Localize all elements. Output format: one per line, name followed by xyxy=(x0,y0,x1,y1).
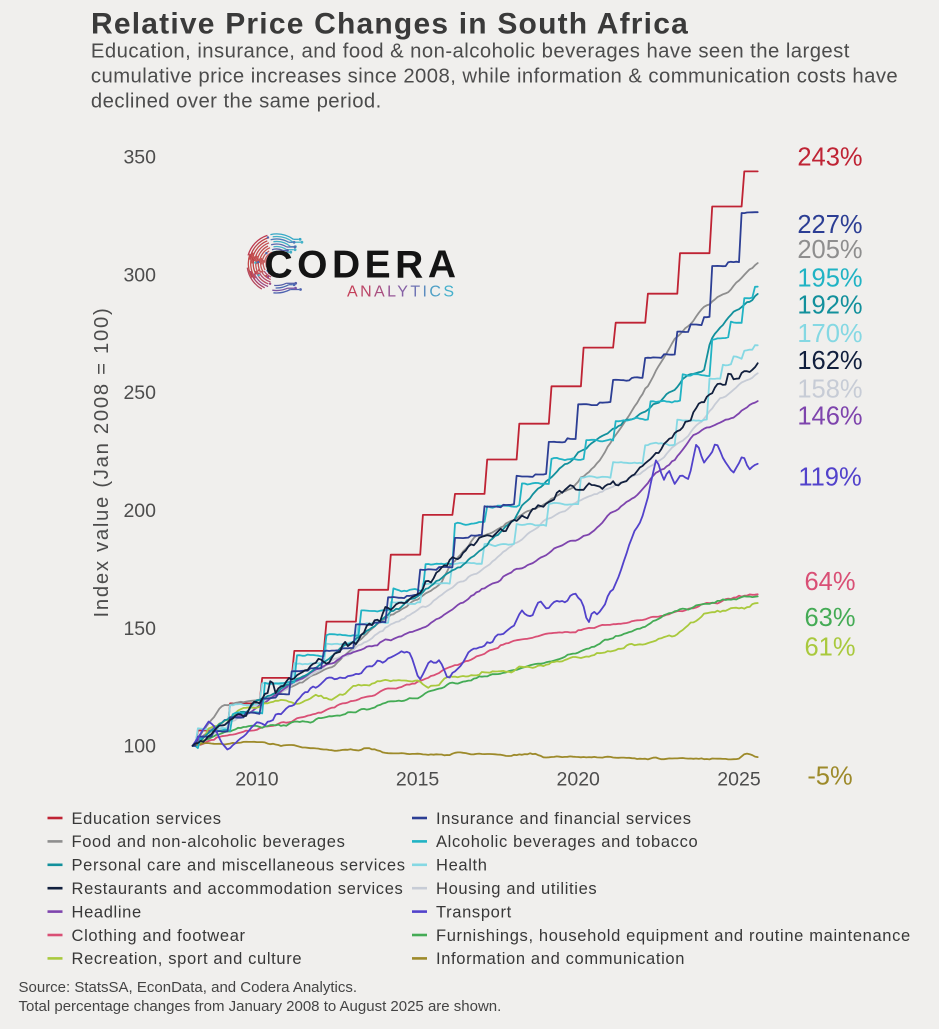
svg-text:100: 100 xyxy=(123,736,156,758)
svg-text:192%: 192% xyxy=(797,292,862,320)
svg-text:63%: 63% xyxy=(804,604,855,632)
svg-text:CODERA: CODERA xyxy=(265,244,461,287)
svg-text:Transport: Transport xyxy=(436,903,512,921)
svg-text:2025: 2025 xyxy=(717,769,761,791)
svg-text:Source: StatsSA, EconData, and: Source: StatsSA, EconData, and Codera An… xyxy=(19,979,358,996)
svg-text:ANALYTICS: ANALYTICS xyxy=(347,284,456,301)
svg-text:Education, insurance, and food: Education, insurance, and food & non-alc… xyxy=(91,41,850,63)
svg-text:227%: 227% xyxy=(797,211,862,239)
svg-text:243%: 243% xyxy=(797,144,862,172)
svg-text:150: 150 xyxy=(123,618,156,640)
svg-text:162%: 162% xyxy=(797,347,862,375)
svg-text:Food and non-alcoholic beverag: Food and non-alcoholic beverages xyxy=(72,833,346,851)
svg-text:205%: 205% xyxy=(797,236,862,264)
svg-text:250: 250 xyxy=(123,382,156,404)
svg-text:2020: 2020 xyxy=(557,769,601,791)
svg-text:Restaurants and accommodation: Restaurants and accommodation services xyxy=(72,880,404,898)
svg-text:Clothing and footwear: Clothing and footwear xyxy=(72,927,246,945)
svg-text:195%: 195% xyxy=(797,265,862,293)
svg-text:2010: 2010 xyxy=(235,769,279,791)
svg-text:200: 200 xyxy=(123,500,156,522)
svg-text:Total percentage changes from: Total percentage changes from January 20… xyxy=(19,998,502,1015)
svg-text:Housing and utilities: Housing and utilities xyxy=(436,880,597,898)
svg-text:Relative Price Changes in Sout: Relative Price Changes in South Africa xyxy=(91,8,689,41)
svg-text:Furnishings, household equipme: Furnishings, household equipment and rou… xyxy=(436,927,911,945)
svg-text:cumulative price increases sin: cumulative price increases since 2008, w… xyxy=(91,66,898,88)
svg-text:Insurance and financial servic: Insurance and financial services xyxy=(436,810,692,828)
svg-text:Index value (Jan 2008 = 100): Index value (Jan 2008 = 100) xyxy=(91,307,113,618)
svg-text:170%: 170% xyxy=(797,320,862,348)
svg-text:declined over the same period.: declined over the same period. xyxy=(91,91,382,113)
svg-text:Information and communication: Information and communication xyxy=(436,950,685,968)
svg-text:61%: 61% xyxy=(804,634,855,662)
svg-text:64%: 64% xyxy=(804,568,855,596)
svg-text:146%: 146% xyxy=(797,403,862,431)
svg-text:-5%: -5% xyxy=(807,763,852,791)
svg-text:2015: 2015 xyxy=(396,769,440,791)
svg-text:350: 350 xyxy=(123,147,156,169)
svg-text:119%: 119% xyxy=(798,464,861,492)
svg-text:Education services: Education services xyxy=(72,810,222,828)
svg-text:Alcoholic beverages and tobacc: Alcoholic beverages and tobacco xyxy=(436,833,698,851)
svg-text:Headline: Headline xyxy=(72,903,142,921)
svg-text:Health: Health xyxy=(436,857,488,875)
svg-text:Recreation, sport and culture: Recreation, sport and culture xyxy=(72,950,303,968)
svg-text:300: 300 xyxy=(123,264,156,286)
svg-text:158%: 158% xyxy=(797,376,862,404)
svg-text:Personal care and miscellaneou: Personal care and miscellaneous services xyxy=(72,857,406,875)
